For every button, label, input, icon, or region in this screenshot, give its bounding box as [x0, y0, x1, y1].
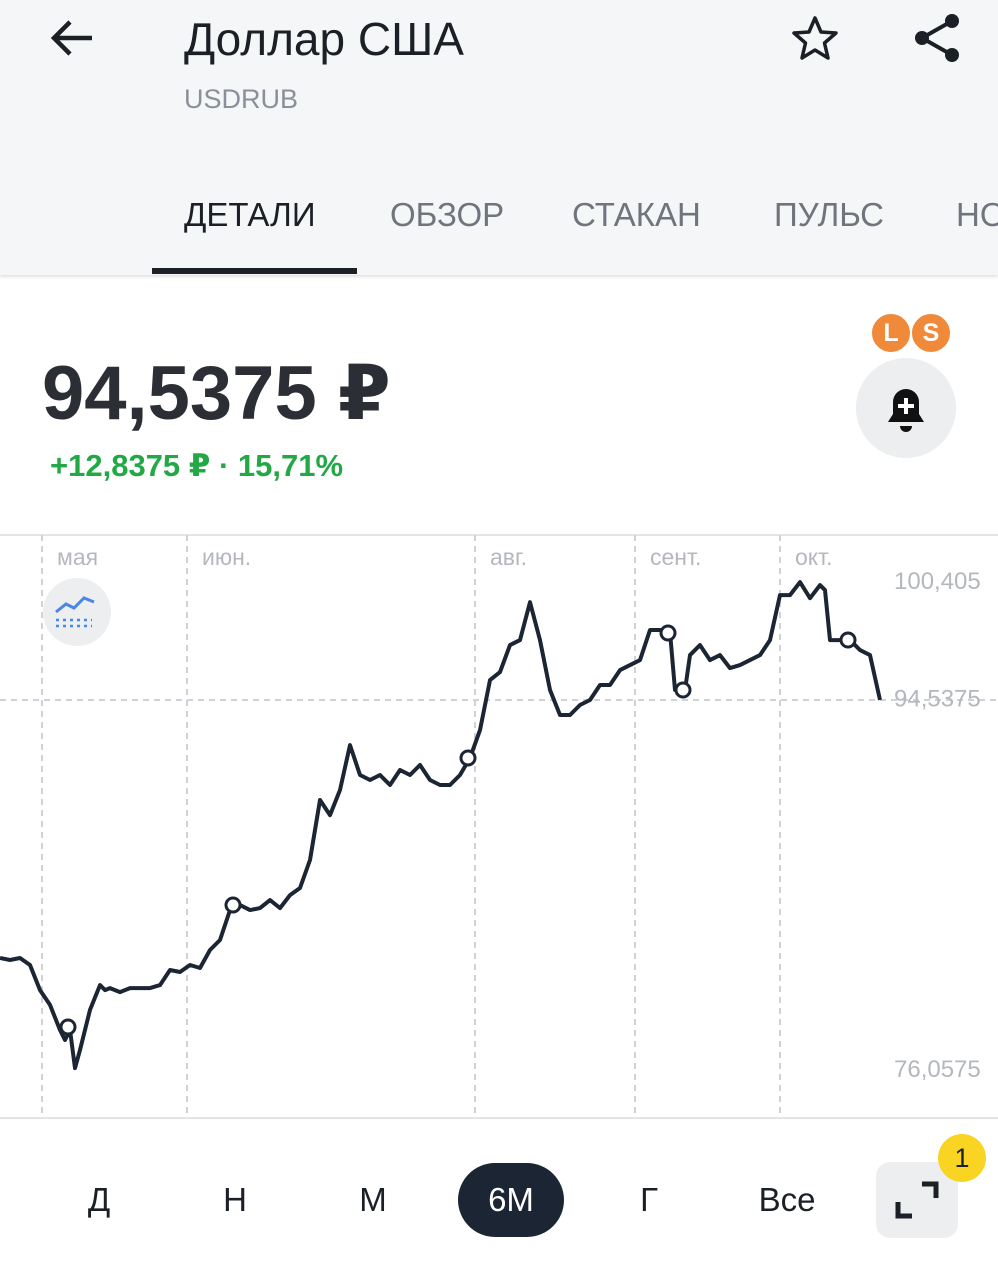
badge: L: [870, 312, 912, 354]
expand-icon: [895, 1181, 939, 1219]
tab[interactable]: СТАКАН: [572, 196, 701, 233]
x-tick-label: мая: [57, 544, 98, 570]
x-tick-label: авг.: [490, 544, 527, 570]
price: 94,5375 ₽: [42, 351, 391, 436]
back-button[interactable]: [48, 16, 96, 60]
notification-badge: 1: [938, 1134, 986, 1182]
event-marker[interactable]: [839, 631, 857, 649]
period-button[interactable]: Д: [87, 1181, 111, 1218]
x-tick-label: июн.: [202, 544, 251, 570]
alert-button[interactable]: [856, 358, 956, 458]
period-button[interactable]: Все: [758, 1181, 816, 1218]
share-button[interactable]: [912, 12, 962, 64]
period-button[interactable]: М: [359, 1181, 387, 1218]
period-button[interactable]: Г: [640, 1181, 658, 1218]
event-marker[interactable]: [459, 749, 477, 767]
tab[interactable]: ОБЗОР: [390, 196, 505, 233]
title: Доллар США: [184, 13, 464, 65]
period-button[interactable]: 6М: [458, 1163, 564, 1237]
event-marker[interactable]: [674, 681, 692, 699]
tab[interactable]: НО: [956, 196, 998, 233]
period-button[interactable]: Н: [223, 1181, 247, 1218]
tab[interactable]: ПУЛЬС: [774, 196, 885, 233]
x-tick-label: окт.: [795, 544, 833, 570]
price-change: +12,8375 ₽ · 15,71%: [50, 448, 344, 483]
y-tick-label: 76,0575: [894, 1056, 981, 1083]
header: [0, 0, 998, 275]
tab-indicator: [152, 268, 357, 274]
tab[interactable]: ДЕТАЛИ: [184, 196, 316, 233]
y-tick-label: 94,5375: [894, 685, 981, 712]
ticker: USDRUB: [184, 84, 299, 114]
event-marker[interactable]: [224, 896, 242, 914]
bell-icon: [888, 389, 924, 432]
event-marker[interactable]: [59, 1018, 77, 1036]
indicator-button[interactable]: [43, 578, 111, 646]
favorite-button[interactable]: [790, 14, 840, 64]
x-tick-label: сент.: [650, 544, 701, 570]
price-line-series: [0, 580, 882, 1071]
event-markers: [59, 624, 857, 1036]
y-tick-label: 100,405: [894, 568, 981, 595]
badge: S: [910, 312, 952, 354]
event-marker[interactable]: [659, 624, 677, 642]
